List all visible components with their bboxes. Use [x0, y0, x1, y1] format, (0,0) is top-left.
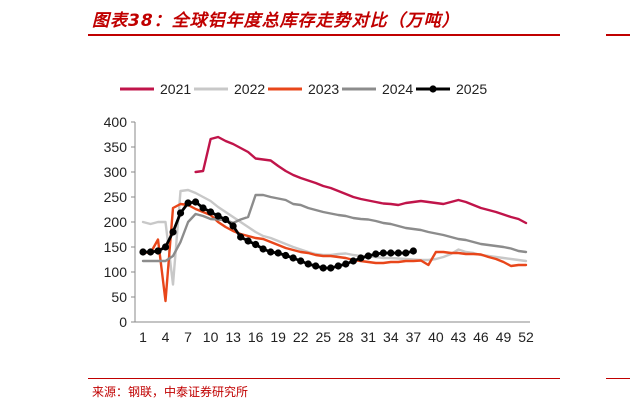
point-2025: [237, 233, 245, 241]
x-tick-label: 7: [184, 329, 192, 345]
y-tick-label: 400: [104, 114, 128, 130]
x-tick-label: 34: [383, 329, 399, 345]
point-2025: [139, 248, 147, 256]
point-2025: [244, 237, 252, 245]
x-tick-label: 10: [203, 329, 219, 345]
point-2025: [146, 248, 155, 256]
point-2025: [304, 260, 312, 268]
source-note: 来源：钢联，中泰证券研究所: [92, 385, 249, 399]
chart-series: [139, 135, 528, 303]
x-tick-label: 43: [451, 329, 467, 345]
legend-label-2021: 2021: [160, 81, 191, 97]
point-2025: [252, 240, 260, 249]
point-2025: [409, 247, 417, 255]
x-tick-label: 4: [162, 329, 170, 345]
x-tick-label: 46: [473, 329, 489, 345]
point-2025: [334, 262, 342, 270]
point-2025: [274, 249, 282, 257]
point-2025: [402, 249, 410, 257]
point-2025: [342, 260, 350, 268]
y-tick-label: 0: [119, 314, 127, 330]
point-2025: [229, 222, 237, 230]
y-tick-label: 250: [104, 189, 128, 205]
figure-title: 图表38：全球铝年度总库存走势对比（万吨）: [92, 11, 460, 31]
x-tick-label: 31: [361, 329, 377, 345]
x-tick-label: 49: [496, 329, 512, 345]
point-2025: [191, 198, 200, 206]
point-2025: [394, 249, 402, 257]
x-tick-label: 40: [428, 329, 444, 345]
x-tick-label: 52: [518, 329, 534, 345]
series-line-2024: [141, 193, 528, 263]
source-rule: [88, 378, 560, 379]
point-2025: [289, 254, 297, 262]
series-line-2021: [194, 135, 528, 225]
x-tick-label: 19: [270, 329, 286, 345]
point-2025: [364, 252, 372, 260]
point-2025: [372, 250, 380, 258]
chart-axes: 0 50 100 150 200 250 300 350 400 1 4 7 10 13 16 19 22 25 2…: [104, 114, 534, 345]
chart-legend: 2021 2022 2023 2024 2025: [120, 81, 487, 97]
point-2025: [297, 257, 305, 265]
point-2025: [154, 247, 162, 255]
y-tick-label: 300: [104, 164, 128, 180]
point-2025: [161, 243, 170, 251]
point-2025: [387, 249, 395, 257]
y-tick-label: 350: [104, 139, 128, 155]
x-tick-label: 25: [315, 329, 331, 345]
series-line-2022: [141, 188, 528, 286]
x-tick-label: 37: [406, 329, 422, 345]
point-2025: [169, 228, 177, 236]
point-2025: [259, 245, 267, 253]
point-2025: [357, 254, 365, 262]
title-rule: [88, 34, 560, 36]
series-line-2023: [141, 202, 528, 303]
point-2025: [327, 264, 335, 272]
point-2025: [267, 248, 275, 256]
point-2025: [319, 264, 327, 272]
y-tick-label: 50: [111, 289, 127, 305]
x-tick-label: 22: [293, 329, 309, 345]
next-figure-title-rule: [606, 34, 630, 36]
point-2025: [199, 204, 207, 212]
next-figure-source-rule: [606, 378, 630, 379]
point-2025: [282, 251, 290, 260]
x-tick-label: 1: [139, 329, 147, 345]
point-2025: [312, 262, 320, 270]
x-tick-label: 13: [225, 329, 241, 345]
point-2025: [176, 209, 185, 217]
y-tick-label: 100: [104, 264, 128, 280]
point-2025: [184, 199, 192, 207]
legend-label-2025: 2025: [456, 81, 487, 97]
legend-label-2023: 2023: [308, 81, 339, 97]
point-2025: [379, 249, 387, 257]
point-2025: [349, 257, 357, 265]
point-2025: [206, 208, 215, 216]
legend-label-2024: 2024: [382, 81, 413, 97]
legend-label-2022: 2022: [234, 81, 265, 97]
point-2025: [214, 212, 222, 220]
x-tick-label: 16: [248, 329, 264, 345]
x-tick-label: 28: [338, 329, 354, 345]
y-tick-label: 150: [104, 239, 128, 255]
point-2025: [222, 215, 230, 224]
legend-marker-2025: [429, 85, 437, 93]
y-tick-label: 200: [104, 214, 128, 230]
